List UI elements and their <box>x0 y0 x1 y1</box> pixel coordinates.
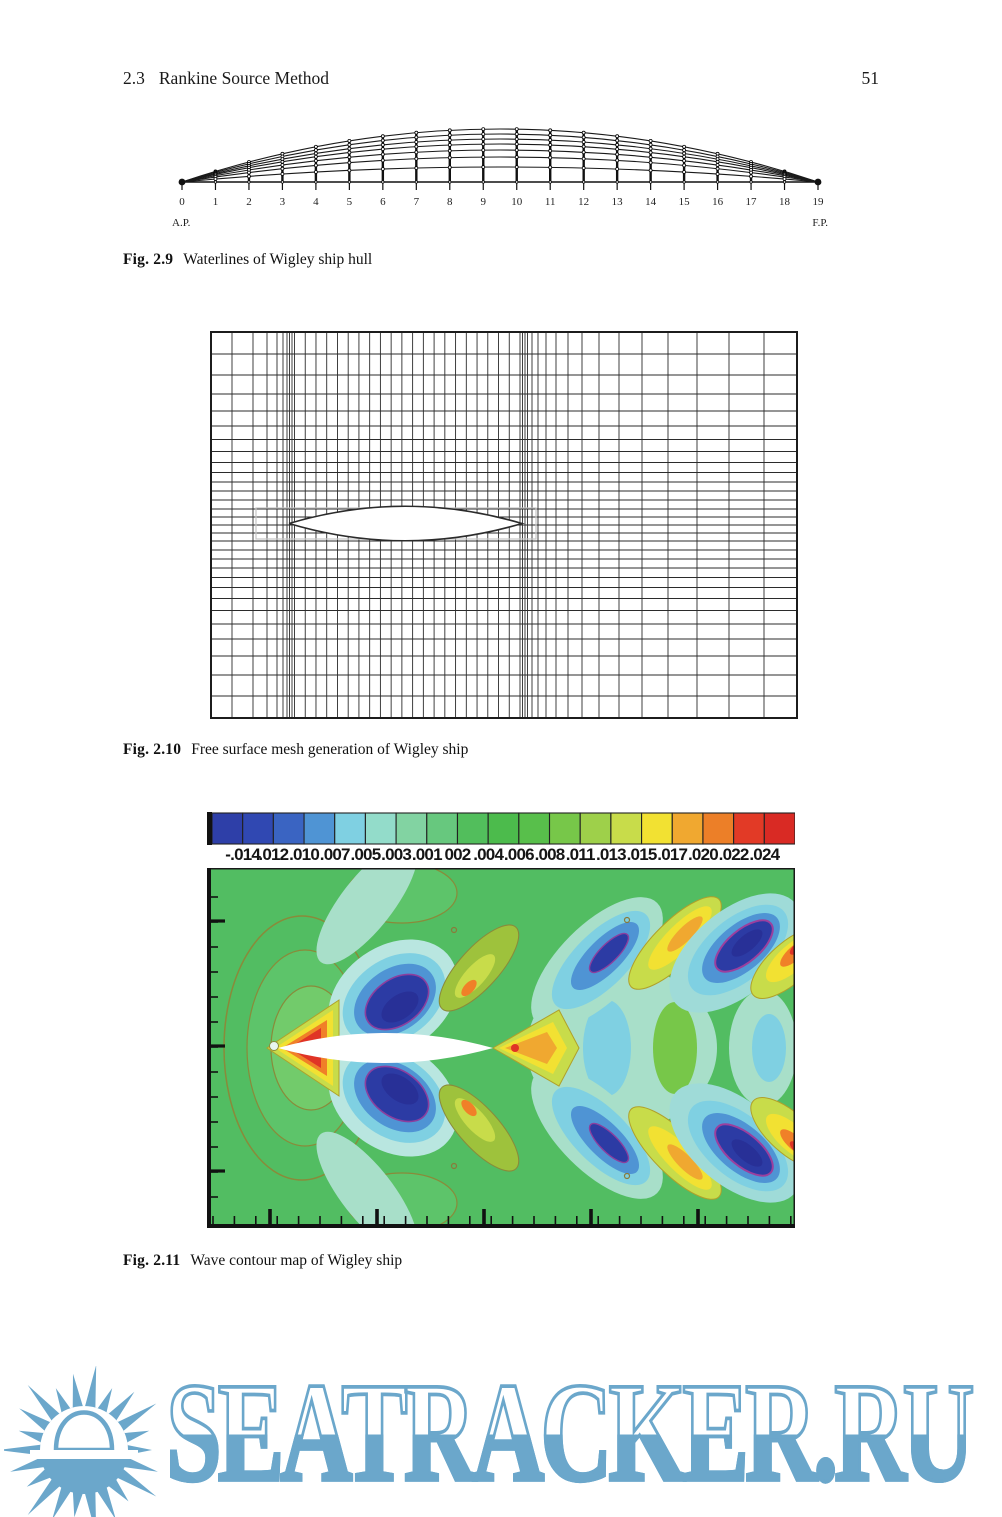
colorbar-cell <box>303 812 336 845</box>
station-label: 17 <box>746 196 758 208</box>
fig-2-10-label: Fig. 2.10 <box>123 741 182 758</box>
fig-2-9-caption-text: Waterlines of Wigley ship hull <box>183 251 373 268</box>
contour-figure <box>207 812 796 851</box>
fig-2-10-caption: Fig. 2.10 Free surface mesh generation of… <box>123 741 468 759</box>
colorbar-tick-label: .012 <box>258 845 289 864</box>
colorbar-tick-label: .017 <box>657 845 688 864</box>
running-head: 2.3 Rankine Source Method <box>123 68 329 89</box>
station-label: 3 <box>280 196 286 208</box>
contour-plot-wrap <box>207 841 828 1255</box>
colorbar-cell <box>610 812 643 845</box>
colorbar-labels: -.014.012.010.007.005.003.001 002.004.006… <box>207 845 795 868</box>
watermark: SEATRACKER.RU <box>0 1353 1002 1517</box>
colorbar-tick-label: .005 <box>350 845 381 864</box>
colorbar-cell <box>763 812 796 845</box>
colorbar-tick-label: .010 <box>289 845 320 864</box>
colorbar-cell <box>395 812 428 845</box>
station-label: 12 <box>578 196 589 208</box>
waterline-curve <box>181 133 819 183</box>
free-surface-mesh <box>210 331 798 719</box>
station-label: 5 <box>347 196 353 208</box>
colorbar-cell <box>456 812 489 845</box>
fig-2-11-caption: Fig. 2.11 Wave contour map of Wigley ship <box>123 1252 402 1270</box>
sun-dome <box>53 1410 115 1453</box>
station-label: 0 <box>179 196 185 208</box>
station-label: 6 <box>380 196 386 208</box>
colorbar-cell <box>487 812 520 845</box>
waterline-curve <box>181 143 819 183</box>
waterline-curve <box>181 128 819 183</box>
colorbar-tick-label: .004 <box>473 845 504 864</box>
colorbar-cell <box>364 812 397 845</box>
station-label: 19 <box>813 196 825 208</box>
waterline-curve <box>181 166 819 183</box>
colorbar-tick-label: .007 <box>319 845 351 864</box>
station-label: 11 <box>545 196 556 208</box>
wave-contour-map <box>207 841 828 1255</box>
fp-label: F.P. <box>812 217 828 229</box>
colorbar-cell <box>426 812 459 845</box>
colorbar-tick-label: .024 <box>749 845 780 864</box>
station-label: 13 <box>612 196 624 208</box>
fig-2-10-caption-text: Free surface mesh generation of Wigley s… <box>191 741 469 758</box>
colorbar-tick-label: .003 <box>381 845 412 864</box>
colorbar-cell <box>272 812 305 845</box>
section-title: Rankine Source Method <box>158 68 329 88</box>
waterline-curve <box>181 149 819 183</box>
colorbar-tick-label: .022 <box>718 845 750 864</box>
watermark-text: SEATRACKER.RU <box>165 1353 976 1512</box>
colorbar-tick-label: -.014 <box>225 845 261 864</box>
colorbar-cell <box>518 812 551 845</box>
colorbar-tick-label: .008 <box>534 845 566 864</box>
colorbar-cell <box>334 812 366 845</box>
colorbar-tick-label: .006 <box>503 845 535 864</box>
colorbar-tick-label: .020 <box>687 845 719 864</box>
colorbar-cell <box>548 812 581 845</box>
colorbar-cell <box>702 812 735 845</box>
colorbar <box>207 812 796 846</box>
fig-2-11-label: Fig. 2.11 <box>123 1252 181 1269</box>
page-number: 51 <box>861 68 880 88</box>
fig-2-9-label: Fig. 2.9 <box>123 251 174 268</box>
waterline-curve <box>181 138 819 183</box>
sun-icon <box>4 1366 158 1517</box>
colorbar-tick-label: .015 <box>626 845 658 864</box>
fig-2-11-caption-text: Wave contour map of Wigley ship <box>190 1252 403 1269</box>
section-number: 2.3 <box>123 68 145 88</box>
station-label: 14 <box>645 196 657 208</box>
station-label: 7 <box>414 196 420 208</box>
colorbar-cell <box>242 812 274 845</box>
waterline-curve <box>181 156 819 183</box>
station-label: 4 <box>313 196 319 208</box>
colorbar-cell <box>579 812 612 845</box>
colorbar-tick-label: .001 <box>411 845 443 864</box>
colorbar-cell <box>641 812 673 845</box>
station-label: 18 <box>779 196 791 208</box>
waterlines-figure: 0 1 2 3 4 5 6 7 8 9 10 11 12 13 14 15 16 17 18 19 A.P. F.P. <box>168 116 832 247</box>
station-label: 9 <box>481 196 487 208</box>
colorbar-tick-label: .011 <box>565 845 596 864</box>
colorbar-cell <box>211 812 244 845</box>
station-label: 16 <box>712 196 724 208</box>
station-label: 15 <box>679 196 691 208</box>
page-header: 2.3 Rankine Source Method 51 <box>123 68 879 89</box>
colorbar-tick-label: 002 <box>444 845 471 864</box>
station-label: 1 <box>213 196 219 208</box>
colorbar-cell <box>733 812 765 845</box>
hull-body <box>278 1033 493 1063</box>
station-label: 2 <box>246 196 252 208</box>
colorbar-tick-label: .013 <box>595 845 627 864</box>
station-label: 8 <box>447 196 453 208</box>
mesh-figure <box>210 331 798 724</box>
waterlines-diagram: 0 1 2 3 4 5 6 7 8 9 10 11 12 13 14 15 16 17 18 19A.P. F.P. <box>172 127 828 229</box>
hull-waterline-outline <box>288 505 525 542</box>
fig-2-9-caption: Fig. 2.9 Waterlines of Wigley ship hull <box>123 251 372 269</box>
station-label: 10 <box>511 196 522 208</box>
ap-label: A.P. <box>172 217 191 229</box>
colorbar-cell <box>671 812 704 845</box>
